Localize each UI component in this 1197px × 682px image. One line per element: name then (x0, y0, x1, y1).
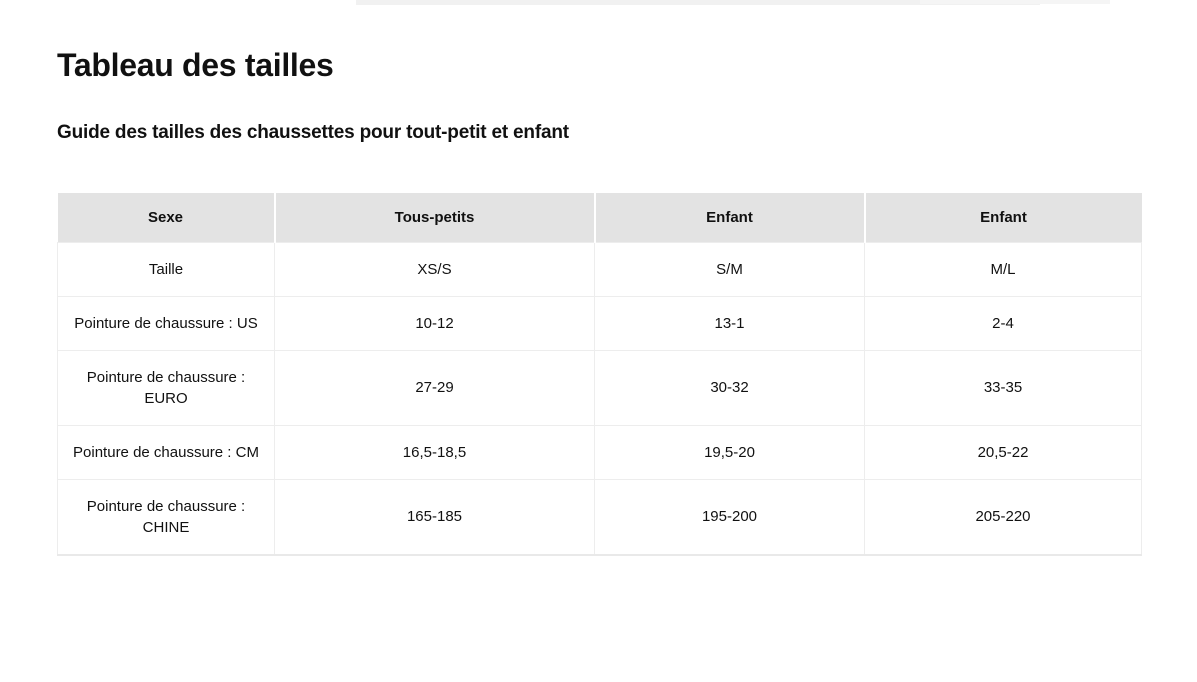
main-content: Tableau des tailles Guide des tailles de… (57, 47, 1142, 556)
column-header-sexe: Sexe (57, 193, 275, 242)
size-value: S/M (594, 241, 865, 297)
size-value: 195-200 (594, 478, 865, 556)
row-label: Pointure de chaussure : EURO (57, 349, 275, 426)
page-title: Tableau des tailles (57, 47, 334, 83)
size-value: 13-1 (594, 295, 865, 351)
row-label: Pointure de chaussure : CHINE (57, 478, 275, 556)
page-subtitle: Guide des tailles des chaussettes pour t… (57, 122, 569, 143)
size-value: 205-220 (864, 478, 1142, 556)
size-value: 2-4 (864, 295, 1142, 351)
column-header-enfant-1: Enfant (593, 193, 865, 242)
table-row-pointure-cm: Pointure de chaussure : CM 16,5-18,5 19,… (57, 424, 1142, 480)
table-row-pointure-chine: Pointure de chaussure : CHINE 165-185 19… (57, 478, 1142, 556)
table-row-taille: Taille XS/S S/M M/L (57, 241, 1142, 297)
row-label: Pointure de chaussure : US (57, 295, 275, 351)
size-value: 30-32 (594, 349, 865, 426)
table-row-pointure-euro: Pointure de chaussure : EURO 27-29 30-32… (57, 349, 1142, 426)
cutoff-content-strip-right (920, 0, 1110, 4)
row-label: Pointure de chaussure : CM (57, 424, 275, 480)
size-value: 20,5-22 (864, 424, 1142, 480)
table-header-row: Sexe Tous-petits Enfant Enfant (57, 193, 1142, 242)
size-value: 165-185 (274, 478, 595, 556)
size-value: M/L (864, 241, 1142, 297)
table-row-pointure-us: Pointure de chaussure : US 10-12 13-1 2-… (57, 295, 1142, 351)
row-label: Taille (57, 241, 275, 297)
size-value: 27-29 (274, 349, 595, 426)
column-header-tous-petits: Tous-petits (273, 193, 595, 242)
size-chart-table: Sexe Tous-petits Enfant Enfant Taille XS… (57, 193, 1142, 556)
column-header-enfant-2: Enfant (863, 193, 1142, 242)
size-value: 19,5-20 (594, 424, 865, 480)
size-value: 10-12 (274, 295, 595, 351)
size-value: 16,5-18,5 (274, 424, 595, 480)
cutoff-content-strip (356, 0, 1040, 5)
size-value: 33-35 (864, 349, 1142, 426)
size-value: XS/S (274, 241, 595, 297)
